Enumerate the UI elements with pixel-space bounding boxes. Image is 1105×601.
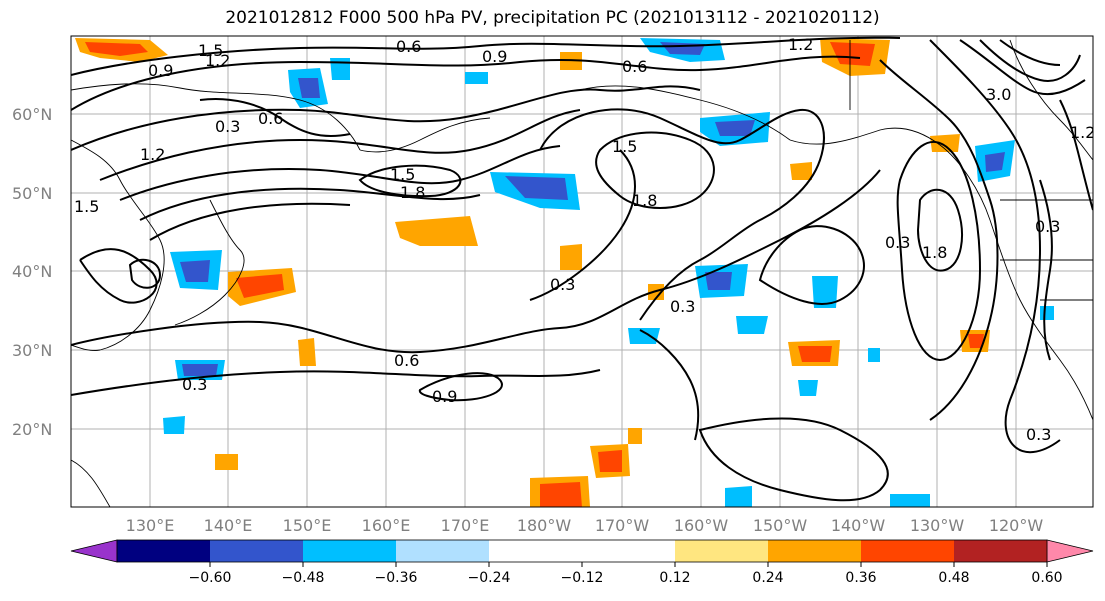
latitude-labels: 60°N 50°N 40°N 30°N 20°N [12, 105, 52, 439]
svg-text:0.3: 0.3 [670, 297, 695, 316]
contour-labels: 1.5 0.9 1.2 0.6 0.3 0.9 0.6 1.2 0.6 1.2 … [74, 35, 1095, 444]
precip-shading [75, 38, 1054, 507]
colorbar-tick-label: 0.36 [845, 570, 876, 586]
colorbar-tick-label: −0.48 [282, 570, 325, 586]
svg-text:0.9: 0.9 [148, 61, 173, 80]
colorbar-tick-label: 0.60 [1031, 570, 1062, 586]
svg-text:1.5: 1.5 [198, 41, 223, 60]
colorbar-segment [582, 540, 676, 562]
svg-text:1.8: 1.8 [632, 191, 657, 210]
svg-text:0.3: 0.3 [1035, 217, 1060, 236]
colorbar-segment [954, 540, 1048, 562]
svg-text:0.9: 0.9 [432, 387, 457, 406]
svg-text:0.6: 0.6 [622, 57, 647, 76]
colorbar-segment [489, 540, 583, 562]
svg-text:0.3: 0.3 [885, 233, 910, 252]
lat-label: 30°N [12, 341, 52, 360]
coastlines [71, 39, 1093, 507]
colorbar-tick-label: 0.48 [938, 570, 969, 586]
lat-label: 60°N [12, 105, 52, 124]
svg-text:0.3: 0.3 [1026, 425, 1051, 444]
graticule [71, 36, 1093, 507]
svg-text:0.3: 0.3 [550, 275, 575, 294]
colorbar-segment [210, 540, 304, 562]
svg-text:1.2: 1.2 [205, 51, 230, 70]
colorbar-segment [675, 540, 769, 562]
svg-text:1.2: 1.2 [788, 35, 813, 54]
pv-contours [71, 36, 1093, 502]
colorbar-tick-label: −0.36 [375, 570, 418, 586]
svg-text:0.6: 0.6 [394, 351, 419, 370]
colorbar-extend-min [70, 539, 118, 563]
svg-text:0.3: 0.3 [182, 375, 207, 394]
lon-label: 140°E [204, 516, 253, 535]
colorbar-segment [396, 540, 490, 562]
svg-text:1.5: 1.5 [74, 197, 99, 216]
colorbar-tick-label: −0.12 [561, 570, 604, 586]
colorbar-tick-label: 0.12 [659, 570, 690, 586]
map-frame [70, 35, 1094, 508]
lon-label: 160°W [674, 516, 729, 535]
lon-label: 170°W [595, 516, 650, 535]
lon-label: 180°W [517, 516, 572, 535]
colorbar-tick-label: −0.60 [189, 570, 232, 586]
colorbar-extend-max [1046, 539, 1094, 563]
lon-label: 130°E [126, 516, 175, 535]
svg-text:1.5: 1.5 [612, 137, 637, 156]
lon-label: 170°E [441, 516, 490, 535]
lon-label: 120°W [989, 516, 1044, 535]
colorbar: −0.60 −0.48 −0.36 −0.24 −0.12 0.12 0.24 0.36 0.4… [70, 539, 1094, 586]
svg-text:1.8: 1.8 [922, 243, 947, 262]
lat-label: 50°N [12, 184, 52, 203]
colorbar-segment [303, 540, 397, 562]
svg-text:3.0: 3.0 [986, 85, 1011, 104]
colorbar-segment [117, 540, 211, 562]
colorbar-tick-label: 0.24 [752, 570, 783, 586]
lat-label: 40°N [12, 262, 52, 281]
svg-text:1.8: 1.8 [400, 183, 425, 202]
svg-text:0.3: 0.3 [215, 117, 240, 136]
lon-label: 140°W [831, 516, 886, 535]
svg-text:0.9: 0.9 [482, 47, 507, 66]
lon-label: 150°E [283, 516, 332, 535]
lon-label: 130°W [910, 516, 965, 535]
lat-label: 20°N [12, 420, 52, 439]
colorbar-tick-label: −0.24 [468, 570, 511, 586]
svg-text:0.6: 0.6 [396, 37, 421, 56]
longitude-labels: 130°E 140°E 150°E 160°E 170°E 180°W 170°… [126, 516, 1044, 535]
svg-text:0.6: 0.6 [258, 109, 283, 128]
lon-label: 160°E [362, 516, 411, 535]
colorbar-segment [768, 540, 862, 562]
svg-text:1.5: 1.5 [390, 165, 415, 184]
colorbar-segment [861, 540, 955, 562]
svg-text:1.2: 1.2 [1070, 123, 1095, 142]
svg-text:1.2: 1.2 [140, 145, 165, 164]
map-title: 2021012812 F000 500 hPa PV, precipitatio… [225, 8, 880, 28]
lon-label: 150°W [753, 516, 808, 535]
